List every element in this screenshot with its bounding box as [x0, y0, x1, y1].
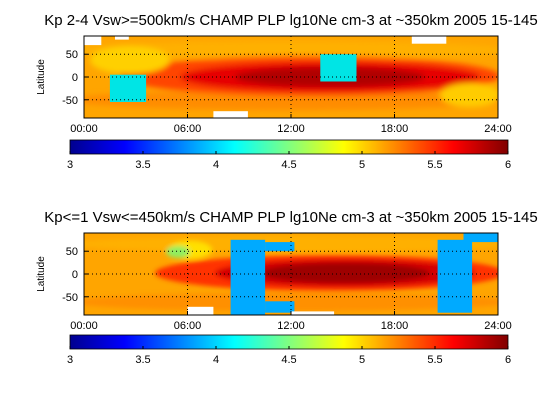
panel-1-overlays [84, 36, 447, 118]
panel-1-xtick-label: 06:00 [174, 123, 202, 135]
panel-1-ylabel: Latitude [36, 59, 47, 95]
panel-1-yticks: 50 0 -50 [62, 49, 88, 107]
panel-2-ytick-label: 0 [72, 269, 78, 281]
panel-2-colorbar-ticks: 3 3.5 4 4.5 5 5.5 6 [67, 346, 511, 366]
panel-2-overlay-blue-0 [230, 239, 266, 315]
panel-1-xticks: 00:00 06:00 12:00 18:00 24:00 [70, 114, 512, 135]
panel-2-colorbar-tick-label: 3 [67, 354, 73, 366]
panel-2-overlay-blue-4 [463, 233, 498, 243]
panel-2-xtick-label: 00:00 [70, 320, 98, 332]
panel-1-colorbar-tick-label: 5 [359, 159, 365, 171]
panel-1-grid [84, 36, 498, 118]
panel-2-xtick-label: 06:00 [174, 320, 202, 332]
panel-2-colorbar-tick-label: 5.5 [427, 354, 442, 366]
panel-2-overlay-white-5 [187, 306, 214, 315]
panel-2-overlay-white-6 [291, 311, 335, 315]
panel-1-colorbar-tick-label: 3.5 [135, 159, 150, 171]
panel-1-band-north [84, 41, 498, 59]
panel-2-overlays [187, 233, 498, 315]
panel-1-ytick-label: 0 [72, 72, 78, 84]
panel-1-overlay-white-3 [115, 36, 129, 40]
panel-1-xtick-label: 00:00 [70, 123, 98, 135]
panel-2: Kp<=1 Vsw<=450km/s CHAMP PLP lg10Ne cm-3… [36, 209, 538, 366]
panel-1-colorbar: 3 3.5 4 4.5 5 5.5 6 [67, 139, 511, 171]
panel-1-xtick-label: 18:00 [381, 123, 409, 135]
panel-2-title: Kp<=1 Vsw<=450km/s CHAMP PLP lg10Ne cm-3… [44, 209, 537, 226]
panel-1-ytick-label: -50 [62, 95, 78, 107]
panel-2-morning-green [166, 246, 190, 258]
panel-1-ytick-label: 50 [66, 49, 78, 61]
panel-1-title: Kp 2-4 Vsw>=500km/s CHAMP PLP lg10Ne cm-… [44, 12, 537, 29]
panel-2-ytick-label: -50 [62, 292, 78, 304]
panel-2-grid [84, 233, 498, 315]
panel-1: Kp 2-4 Vsw>=500km/s CHAMP PLP lg10Ne cm-… [36, 12, 538, 171]
panel-1-late-yellow [440, 83, 498, 107]
panel-2-overlay-blue-3 [437, 239, 473, 313]
panel-2-colorbar-tick-label: 4.5 [281, 354, 296, 366]
panel-1-overlay-cyan-1 [320, 54, 357, 82]
panel-1-xtick-label: 24:00 [484, 123, 512, 135]
panel-2-xtick-label: 18:00 [381, 320, 409, 332]
panel-1-xtick-label: 12:00 [277, 123, 305, 135]
panel-2-colorbar-tick-label: 4 [213, 354, 219, 366]
panel-1-overlay-white-5 [213, 111, 248, 118]
panel-1-colorbar-tick-label: 3 [67, 159, 73, 171]
panel-2-overlay-blue-1 [265, 242, 295, 252]
panel-1-night-yellow [90, 46, 170, 74]
panel-1-overlay-cyan-0 [109, 74, 147, 102]
panel-2-colorbar: 3 3.5 4 4.5 5 5.5 6 [67, 334, 511, 366]
panel-2-colorbar-tick-label: 3.5 [135, 354, 150, 366]
panel-2-xticks: 00:00 06:00 12:00 18:00 24:00 [70, 311, 512, 332]
panel-2-xtick-label: 24:00 [484, 320, 512, 332]
panel-2-overlay-blue-2 [265, 301, 295, 313]
panel-2-core-darkred [260, 263, 430, 283]
panel-1-colorbar-tick-label: 4.5 [281, 159, 296, 171]
panel-2-xtick-label: 12:00 [277, 320, 305, 332]
panel-2-colorbar-tick-label: 6 [505, 354, 511, 366]
panel-1-colorbar-ticks: 3 3.5 4 4.5 5 5.5 6 [67, 151, 511, 171]
panel-1-colorbar-tick-label: 4 [213, 159, 219, 171]
panel-2-ylabel: Latitude [36, 256, 47, 292]
panel-2-yticks: 50 0 -50 [62, 246, 88, 304]
panel-1-overlay-white-4 [411, 36, 447, 44]
panel-1-colorbar-tick-label: 6 [505, 159, 511, 171]
panel-1-colorbar-tick-label: 5.5 [427, 159, 442, 171]
panel-2-ytick-label: 50 [66, 246, 78, 258]
panel-1-overlay-white-2 [84, 36, 102, 46]
panel-2-colorbar-tick-label: 5 [359, 354, 365, 366]
